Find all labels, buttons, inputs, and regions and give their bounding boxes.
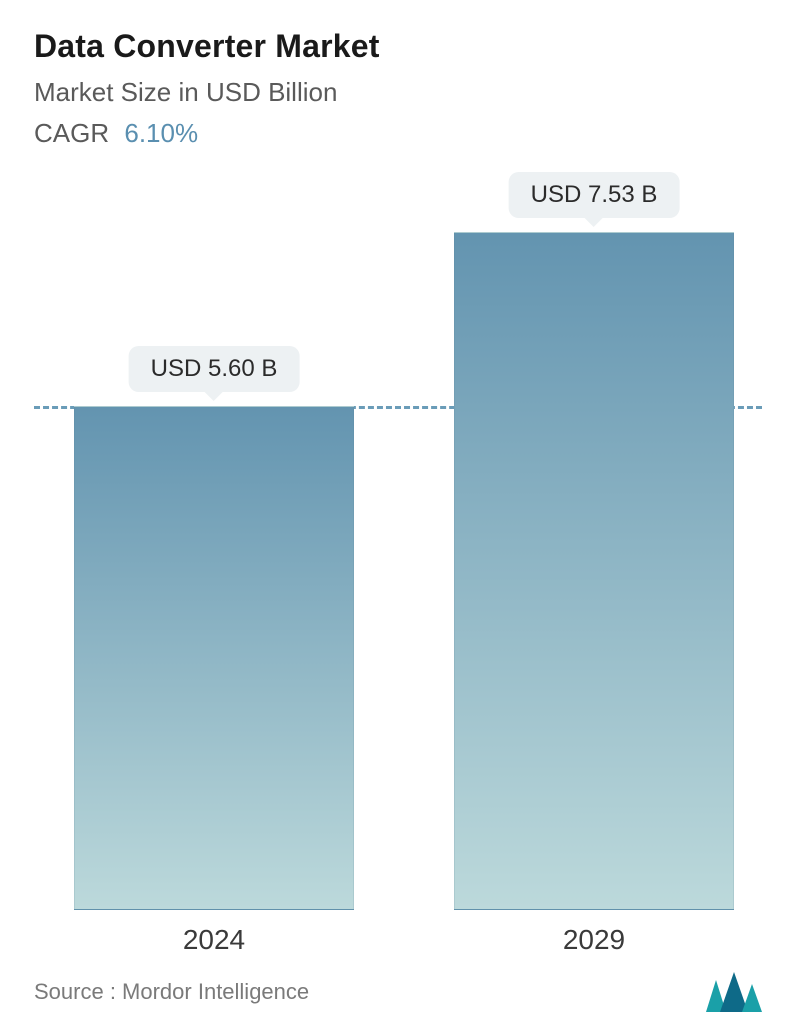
- chart-area: USD 5.60 BUSD 7.53 B 20242029: [34, 190, 762, 910]
- cagr-value: 6.10%: [124, 118, 198, 148]
- bar-2029: USD 7.53 B: [454, 190, 734, 910]
- chart-subtitle: Market Size in USD Billion: [34, 77, 762, 108]
- chart-container: Data Converter Market Market Size in USD…: [0, 0, 796, 1034]
- bar-rect: [454, 232, 734, 910]
- mordor-logo-icon: [706, 972, 762, 1012]
- x-axis-label: 2029: [454, 924, 734, 956]
- cagr-line: CAGR 6.10%: [34, 118, 762, 149]
- bar-2024: USD 5.60 B: [74, 190, 354, 910]
- chart-title: Data Converter Market: [34, 28, 762, 65]
- footer: Source : Mordor Intelligence: [34, 972, 762, 1012]
- bar-value-label: USD 7.53 B: [509, 172, 680, 218]
- bar-value-label: USD 5.60 B: [129, 346, 300, 392]
- bar-rect: [74, 406, 354, 910]
- source-text: Source : Mordor Intelligence: [34, 979, 309, 1005]
- x-axis-label: 2024: [74, 924, 354, 956]
- cagr-label: CAGR: [34, 118, 109, 148]
